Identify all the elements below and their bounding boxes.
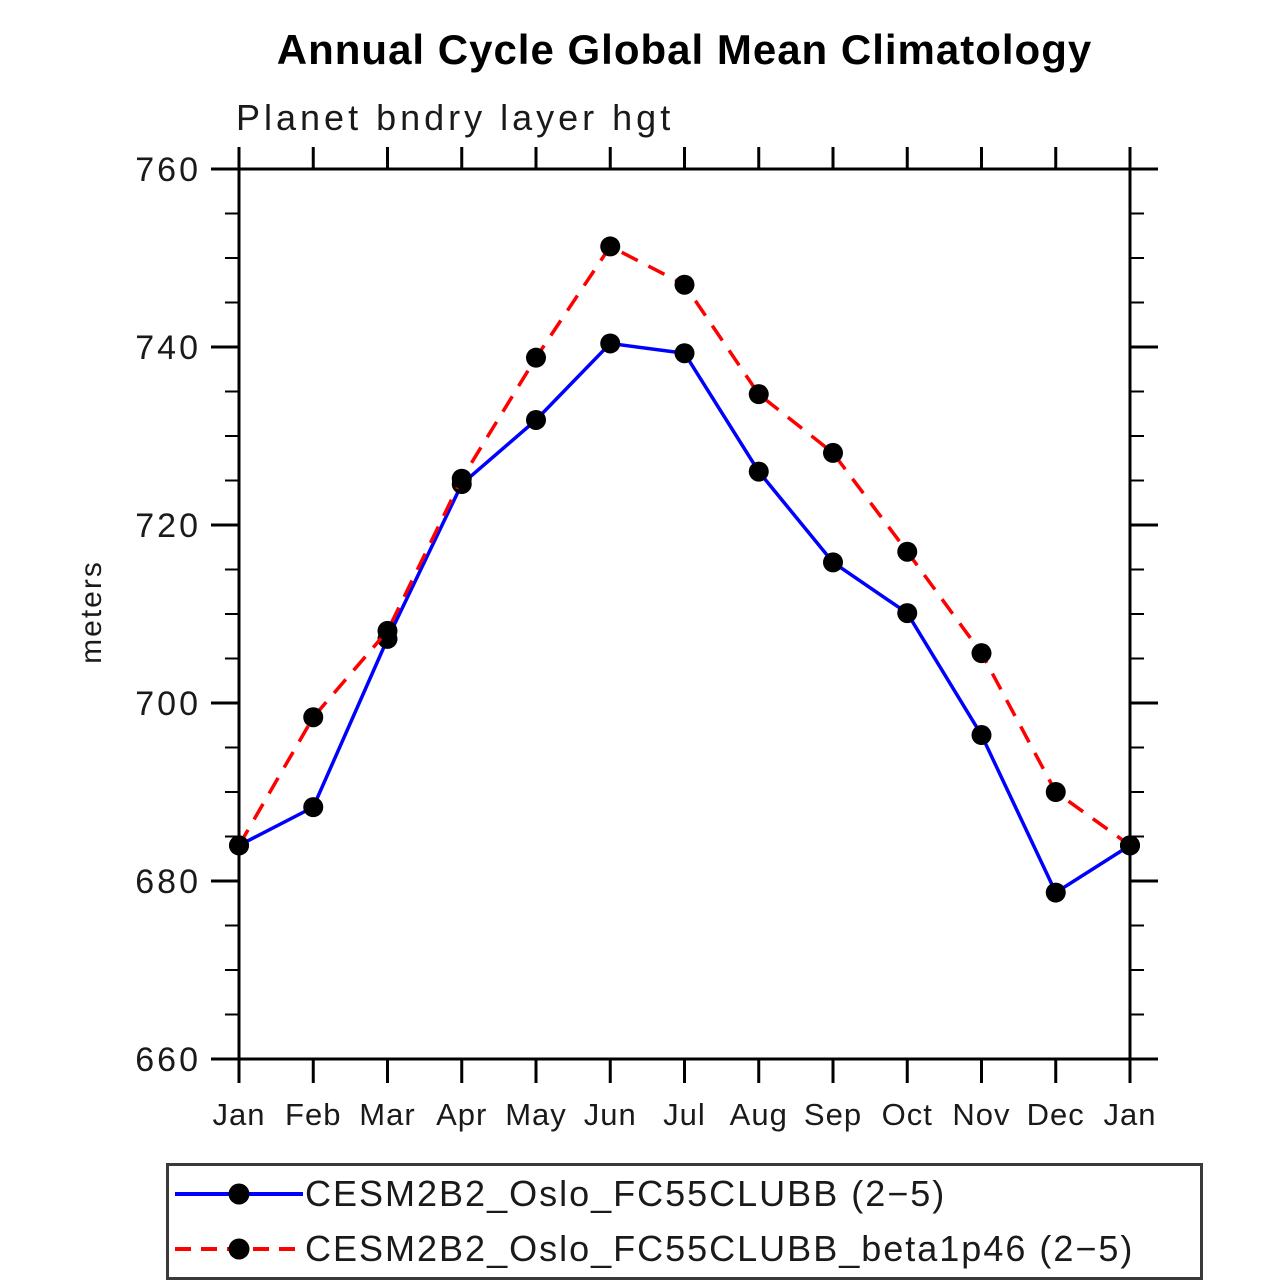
legend-item-series-0: CESM2B2_Oslo_FC55CLUBB (2−5) [169, 1166, 1200, 1222]
data-point-s0-m11 [1045, 882, 1066, 903]
x-tick-label: Oct [882, 1097, 933, 1132]
data-point-s1-m7 [748, 384, 769, 405]
data-point-s0-m9 [897, 603, 918, 624]
legend-key-solid-line-icon [175, 1183, 303, 1205]
data-point-s1-m3 [451, 468, 472, 489]
plot-frame [237, 167, 1132, 1061]
data-point-s1-m12 [1120, 835, 1140, 856]
data-point-s1-m0 [229, 835, 249, 856]
data-point-s1-m9 [897, 541, 918, 562]
chart-title: Annual Cycle Global Mean Climatology [276, 26, 1093, 73]
data-point-s0-m10 [971, 725, 992, 746]
y-tick-label: 760 [135, 151, 201, 189]
series-line-1 [237, 244, 1132, 847]
x-tick-label: Jan [213, 1097, 266, 1132]
data-point-s0-m8 [823, 552, 843, 573]
series-line-0 [238, 341, 1131, 896]
y-tick-label: 720 [135, 507, 201, 545]
data-point-s1-m8 [823, 442, 843, 463]
x-tick-label: Dec [1027, 1097, 1085, 1132]
chart-subtitle: Planet bndry layer hgt [236, 97, 675, 138]
data-point-s0-m7 [748, 461, 769, 482]
y-tick-label: 660 [135, 1041, 201, 1079]
data-point-s0-m4 [526, 409, 546, 430]
legend-label-series-1: CESM2B2_Oslo_FC55CLUBB_beta1p46 (2−5) [305, 1228, 1135, 1270]
x-tick-label: Jun [584, 1097, 637, 1132]
x-tick-label: Nov [952, 1097, 1010, 1132]
data-point-s0-m1 [303, 797, 324, 818]
y-tick-label: 740 [135, 329, 201, 367]
data-point-s1-m4 [526, 347, 546, 368]
x-tick-label: Mar [359, 1097, 415, 1132]
legend: CESM2B2_Oslo_FC55CLUBB (2−5) CESM2B2_Osl… [166, 1163, 1203, 1280]
x-tick-label: May [505, 1097, 567, 1132]
data-point-s1-m11 [1045, 782, 1066, 802]
y-tick-label: 680 [135, 863, 201, 901]
data-point-s1-m6 [674, 274, 695, 295]
data-point-s0-m5 [600, 333, 621, 354]
x-tick-label: Aug [730, 1097, 788, 1132]
data-point-s1-m10 [971, 643, 992, 664]
data-point-s1-m1 [303, 707, 324, 728]
x-tick-label: Feb [285, 1097, 341, 1132]
x-tick-label: Jan [1104, 1097, 1157, 1132]
y-tick-label: 700 [135, 685, 201, 723]
data-point-s1-m2 [377, 620, 398, 641]
legend-key-dashed-line-icon [175, 1238, 303, 1260]
data-point-s1-m5 [600, 236, 621, 257]
x-tick-label: Jul [663, 1097, 706, 1132]
x-tick-label: Sep [804, 1097, 862, 1132]
x-tick-label: Apr [436, 1097, 487, 1132]
legend-item-series-1: CESM2B2_Oslo_FC55CLUBB_beta1p46 (2−5) [169, 1222, 1200, 1278]
data-point-s0-m6 [674, 343, 695, 364]
legend-label-series-0: CESM2B2_Oslo_FC55CLUBB (2−5) [305, 1172, 947, 1214]
